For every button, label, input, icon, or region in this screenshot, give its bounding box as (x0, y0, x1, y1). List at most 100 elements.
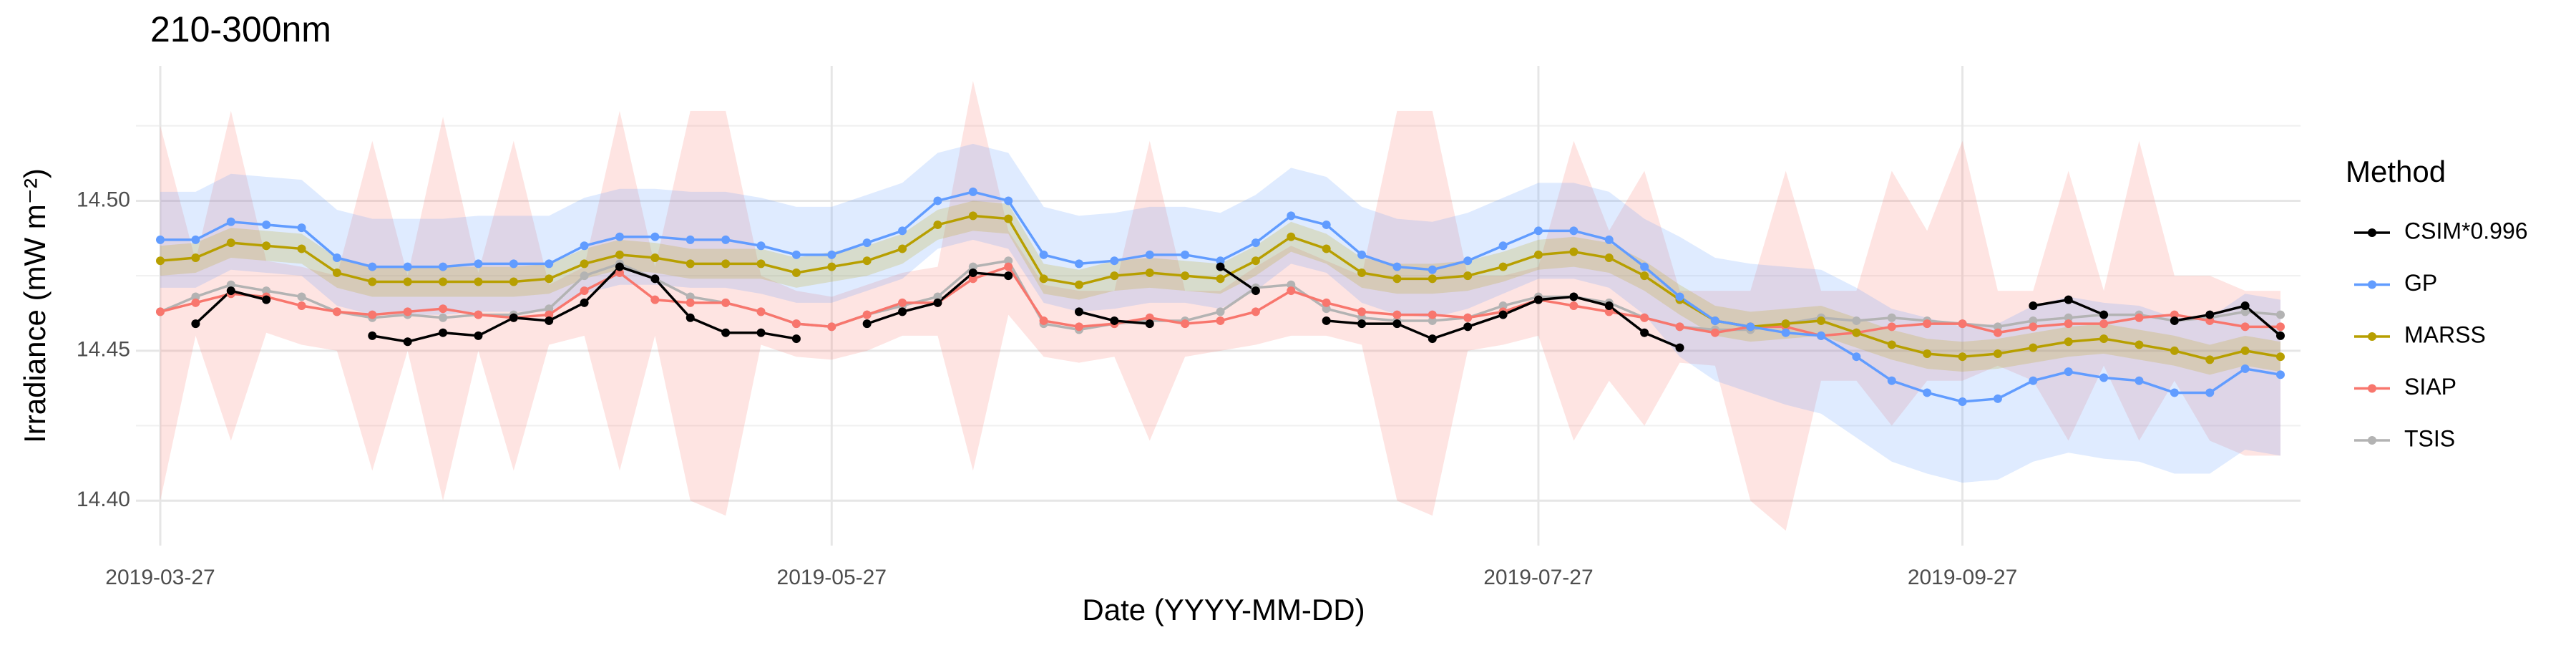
x-tick-label: 2019-09-27 (1908, 566, 2017, 589)
legend-item: MARSS (2354, 321, 2486, 347)
data-point (1958, 397, 1967, 406)
data-point (686, 313, 695, 322)
data-point (1569, 301, 1579, 310)
data-point (1781, 328, 1790, 337)
y-tick-label: 14.50 (77, 188, 130, 211)
data-point (1569, 292, 1579, 301)
data-point (2135, 313, 2144, 322)
data-point (2205, 316, 2215, 325)
data-point (2029, 316, 2038, 325)
data-point (368, 277, 377, 286)
data-point (933, 292, 942, 301)
chart-title: 210-300nm (150, 9, 331, 49)
data-point (791, 334, 801, 344)
data-point (368, 262, 377, 271)
data-point (1852, 328, 1861, 337)
data-point (297, 292, 306, 301)
data-point (650, 274, 660, 284)
data-point (1993, 349, 2002, 358)
data-point (1993, 322, 2002, 332)
data-point (1428, 265, 1437, 274)
data-point (898, 307, 907, 316)
data-point (1004, 196, 1013, 205)
data-point (968, 262, 977, 271)
data-point (439, 277, 448, 286)
legend-label: TSIS (2404, 425, 2455, 451)
data-point (1604, 307, 1614, 316)
data-point (1675, 322, 1684, 332)
data-point (545, 259, 554, 269)
data-point (191, 319, 200, 329)
data-point (1923, 319, 1932, 329)
data-point (403, 277, 412, 286)
data-point (403, 337, 412, 347)
data-point (1923, 349, 1932, 358)
data-point (756, 328, 766, 337)
data-point (1533, 226, 1543, 236)
data-point (2205, 310, 2215, 319)
data-point (650, 232, 660, 241)
data-point (2029, 301, 2038, 310)
data-point (2135, 340, 2144, 349)
data-point (968, 268, 977, 277)
data-point (2240, 364, 2250, 373)
data-point (1181, 319, 1190, 329)
data-point (262, 241, 271, 251)
data-point (1463, 271, 1473, 281)
data-point (791, 268, 801, 277)
data-point (262, 220, 271, 229)
data-point (2099, 373, 2109, 382)
data-point (1428, 334, 1437, 344)
data-point (1251, 286, 1260, 296)
data-point (2170, 388, 2179, 397)
data-point (2276, 310, 2285, 319)
data-point (686, 235, 695, 244)
data-point (2099, 319, 2109, 329)
data-point (1004, 214, 1013, 223)
data-point (1074, 322, 1083, 332)
data-point (439, 328, 448, 337)
data-point (403, 307, 412, 316)
data-point (1216, 256, 1225, 266)
data-point (1498, 301, 1508, 310)
legend-marker (2368, 332, 2376, 341)
data-point (580, 241, 589, 251)
data-point (1004, 262, 1013, 271)
data-point (1145, 268, 1154, 277)
data-point (756, 259, 766, 269)
data-point (1817, 316, 1826, 325)
data-point (226, 286, 235, 296)
data-point (827, 250, 836, 259)
data-point (1110, 316, 1119, 325)
data-point (332, 253, 341, 262)
data-point (1781, 319, 1790, 329)
data-point (2099, 334, 2109, 344)
data-point (1287, 232, 1296, 241)
data-point (827, 262, 836, 271)
data-point (1640, 313, 1649, 322)
data-point (1110, 271, 1119, 281)
data-point (332, 268, 341, 277)
data-point (1216, 307, 1225, 316)
data-point (509, 277, 518, 286)
data-point (933, 298, 942, 307)
data-point (262, 295, 271, 304)
data-point (968, 274, 977, 284)
data-point (721, 328, 731, 337)
data-point (1216, 316, 1225, 325)
data-point (898, 244, 907, 253)
data-point (791, 319, 801, 329)
data-point (1074, 307, 1083, 316)
data-point (509, 313, 518, 322)
data-point (1675, 292, 1684, 301)
data-point (1640, 262, 1649, 271)
data-point (1357, 250, 1367, 259)
y-tick-label: 14.45 (77, 338, 130, 362)
data-point (474, 259, 483, 269)
data-point (1958, 319, 1967, 329)
x-tick-label: 2019-05-27 (777, 566, 887, 589)
data-point (721, 259, 731, 269)
data-point (1145, 250, 1154, 259)
data-point (1428, 316, 1437, 325)
data-point (1074, 280, 1083, 289)
